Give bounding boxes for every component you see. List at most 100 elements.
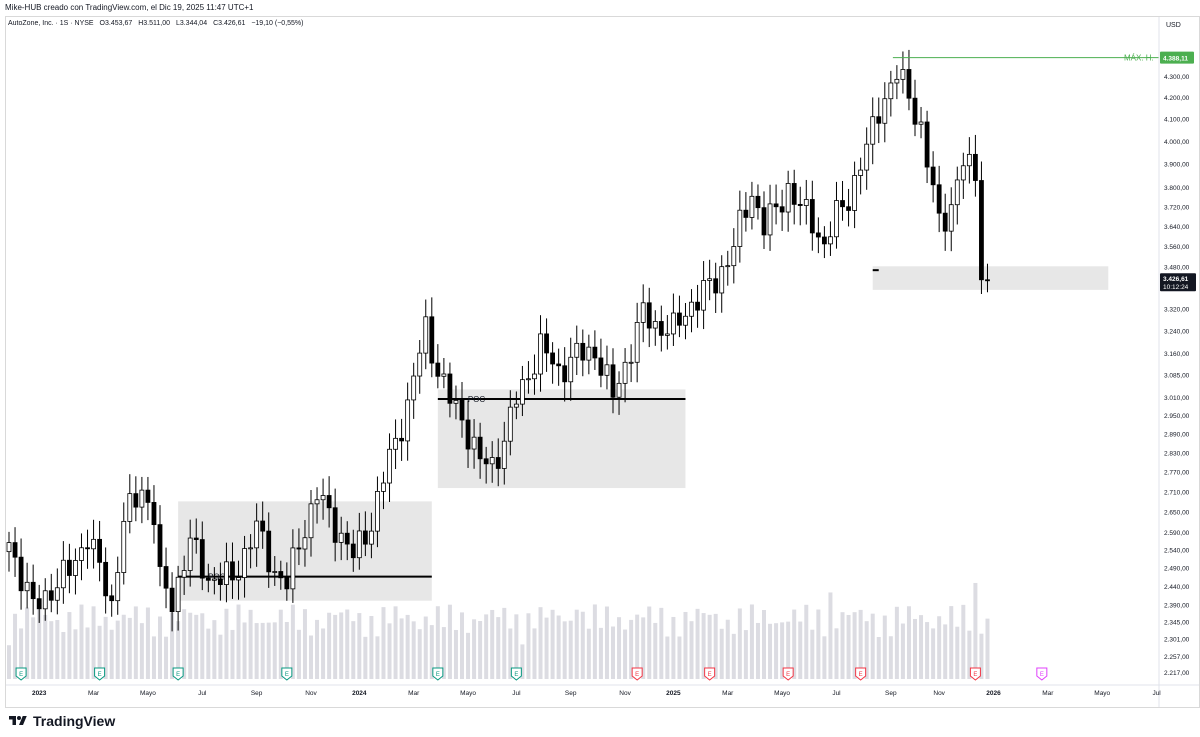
earnings-marker <box>15 667 27 681</box>
candle-up <box>302 537 308 550</box>
candle-down <box>344 532 350 545</box>
tradingview-brand: TradingView <box>33 713 116 729</box>
chart-frame[interactable]: POC POC MÁX. H. 4.300,00 4.200,00 4.100,00 4.0… <box>5 16 1200 708</box>
volume-bar <box>103 616 108 679</box>
volume-bar <box>466 632 471 679</box>
candle-up <box>828 236 833 245</box>
volume-bar <box>151 636 156 679</box>
candle-up <box>683 315 688 326</box>
earnings-marker <box>1036 667 1048 681</box>
volume-bar <box>25 607 30 679</box>
volume-bar <box>327 612 332 679</box>
candle-up <box>604 364 610 376</box>
candle-down <box>326 495 332 509</box>
candle-down <box>217 578 223 585</box>
earnings-marker <box>855 667 867 681</box>
volume-bar <box>145 607 150 679</box>
y-tick-label: 2.590,00 <box>1164 530 1190 537</box>
volume-bar <box>520 644 525 679</box>
candle-down <box>658 321 664 336</box>
volume-bar <box>598 627 603 679</box>
volume-bar <box>985 618 990 679</box>
volume-bar <box>49 621 54 679</box>
candle-down <box>791 183 797 205</box>
candle-up <box>574 342 580 358</box>
tradingview-logo-icon <box>9 716 27 725</box>
candle-down <box>695 301 700 311</box>
earnings-marker <box>94 667 106 681</box>
y-tick-label: 3.900,00 <box>1164 162 1190 169</box>
candle-down <box>580 342 586 361</box>
candle-up <box>719 266 725 294</box>
volume-bar <box>701 613 706 679</box>
candle-up <box>749 195 755 218</box>
candle-up <box>538 333 543 375</box>
volume-bar <box>321 628 326 679</box>
volume-bar <box>351 621 356 679</box>
candle-down <box>350 543 356 559</box>
volume-bar <box>544 617 549 679</box>
volume-bar <box>260 622 265 679</box>
volume-bar <box>864 621 869 679</box>
candle-up <box>417 352 423 377</box>
candle-up <box>689 301 694 317</box>
volume-bar <box>133 606 138 679</box>
volume-bar <box>194 614 199 679</box>
volume-bar <box>484 614 489 679</box>
candle-up <box>387 448 392 484</box>
candle-up <box>671 312 676 335</box>
candle-up <box>640 302 646 323</box>
candle-up <box>211 578 217 581</box>
candle-up <box>236 577 241 581</box>
x-tick-label: Jul <box>512 690 521 697</box>
candle-up <box>181 570 187 578</box>
volume-profile-zone <box>872 266 1109 290</box>
candle-up <box>900 69 906 80</box>
y-tick-label: 3.560,00 <box>1164 244 1190 251</box>
x-tick-label: 2024 <box>352 690 367 697</box>
volume-bar <box>435 606 440 679</box>
ohlc-open: O3.453,67 <box>99 20 133 27</box>
y-tick-label: 4.000,00 <box>1164 139 1190 146</box>
price-chart[interactable]: POC POC MÁX. H. 4.300,00 4.200,00 4.100,00 4.0… <box>6 17 1199 707</box>
y-tick-label: 2.650,00 <box>1164 510 1190 517</box>
volume-bar <box>7 645 11 679</box>
candle-up <box>586 346 592 361</box>
volume-bar <box>973 582 978 679</box>
volume-bar <box>538 607 543 679</box>
y-tick-label: 2.950,00 <box>1164 413 1190 420</box>
volume-bar <box>931 628 936 679</box>
candle-down <box>797 203 803 206</box>
candle-down <box>362 530 368 545</box>
x-tick-label: Sep <box>565 690 577 697</box>
volume-bar <box>955 626 960 679</box>
volume-bar <box>913 618 917 679</box>
candle-down <box>459 400 465 421</box>
candle-up <box>393 437 398 450</box>
candle-down <box>447 373 453 404</box>
earnings-marker <box>704 667 716 681</box>
volume-bar <box>109 629 114 679</box>
candle-up <box>767 203 773 236</box>
volume-bar <box>472 619 477 679</box>
currency-label[interactable]: USD <box>1166 22 1181 29</box>
volume-bar <box>659 607 664 679</box>
candle-up <box>423 316 429 354</box>
candle-up <box>60 559 66 589</box>
creator-note: Mike-HUB creado con TradingView.com, el … <box>5 3 254 12</box>
candle-up <box>441 373 447 377</box>
volume-bar <box>375 636 380 679</box>
volume-bar <box>840 612 845 679</box>
candle-up <box>918 121 924 125</box>
y-tick-label: 2.490,00 <box>1164 566 1190 573</box>
candle-up <box>314 499 320 505</box>
volume-bar <box>749 604 754 679</box>
candle-down <box>930 166 936 186</box>
candle-up <box>338 532 344 543</box>
volume-bar <box>224 608 229 679</box>
volume-bar <box>725 619 730 679</box>
candle-up <box>187 537 193 571</box>
candle-down <box>36 598 42 610</box>
volume-bar <box>592 604 597 679</box>
candle-up <box>24 581 30 592</box>
